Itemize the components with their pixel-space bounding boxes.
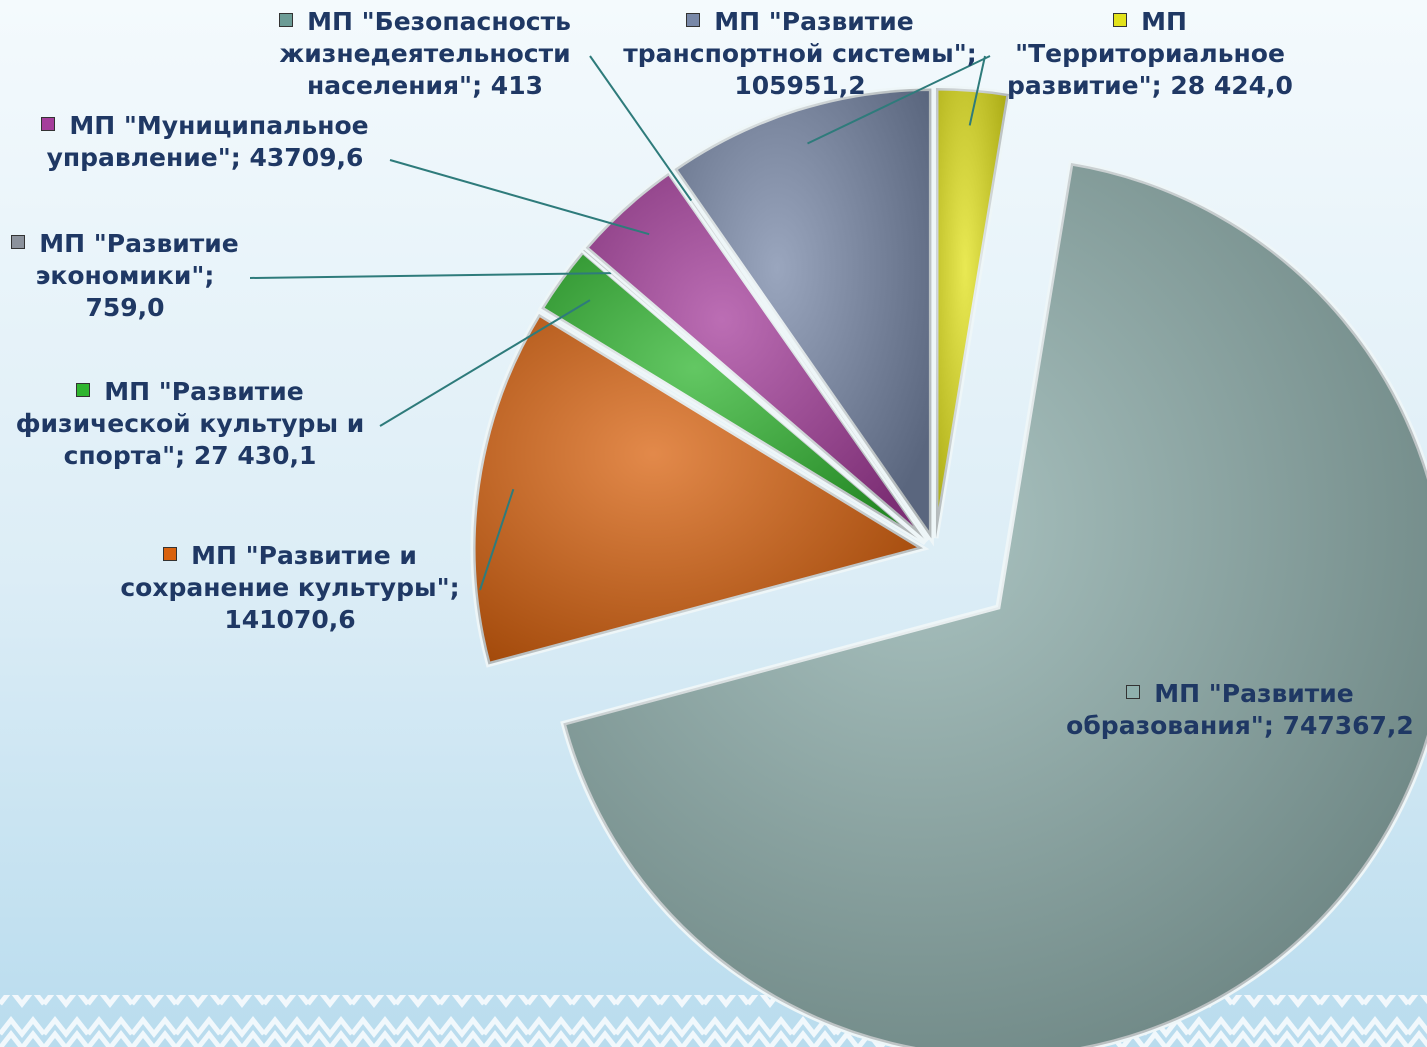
value-label: 28 424,0 — [1170, 71, 1293, 100]
data-label: МП "Развитие экономики"; 759,0 — [0, 228, 250, 324]
legend-marker — [1126, 685, 1140, 699]
value-label: 413 — [491, 71, 543, 100]
chart: МП "Территориальное развитие"; 28 424,0М… — [0, 0, 1427, 1047]
data-label: МП "Развитие физической культуры и спорт… — [0, 376, 380, 472]
legend-marker — [279, 13, 293, 27]
data-label: МП "Развитие транспортной системы"; 1059… — [610, 6, 990, 102]
legend-marker — [1113, 13, 1127, 27]
slice-shade — [936, 88, 1009, 538]
data-label: МП "Муниципальное управление"; 43709,6 — [20, 110, 390, 174]
data-label: МП "Территориальное развитие"; 28 424,0 — [985, 6, 1315, 102]
legend-marker — [163, 547, 177, 561]
leader-line — [250, 273, 611, 278]
value-label: 141070,6 — [224, 605, 355, 634]
legend-marker — [76, 383, 90, 397]
data-label: МП "Развитие образования"; 747367,2 — [1060, 678, 1420, 742]
value-label: 759,0 — [85, 293, 164, 322]
data-label: МП "Безопасность жизнедеятельности насел… — [260, 6, 590, 102]
value-label: 105951,2 — [734, 71, 865, 100]
category-label: МП "Развитие экономики"; — [36, 229, 239, 290]
category-label: МП "Развитие транспортной системы"; — [623, 7, 977, 68]
value-label: 27 430,1 — [194, 441, 317, 470]
value-label: 747367,2 — [1283, 711, 1414, 740]
value-label: 43709,6 — [250, 143, 364, 172]
legend-marker — [11, 235, 25, 249]
legend-marker — [686, 13, 700, 27]
legend-marker — [41, 117, 55, 131]
leader-line — [390, 160, 649, 234]
data-label: МП "Развитие и сохранение культуры"; 141… — [100, 540, 480, 636]
